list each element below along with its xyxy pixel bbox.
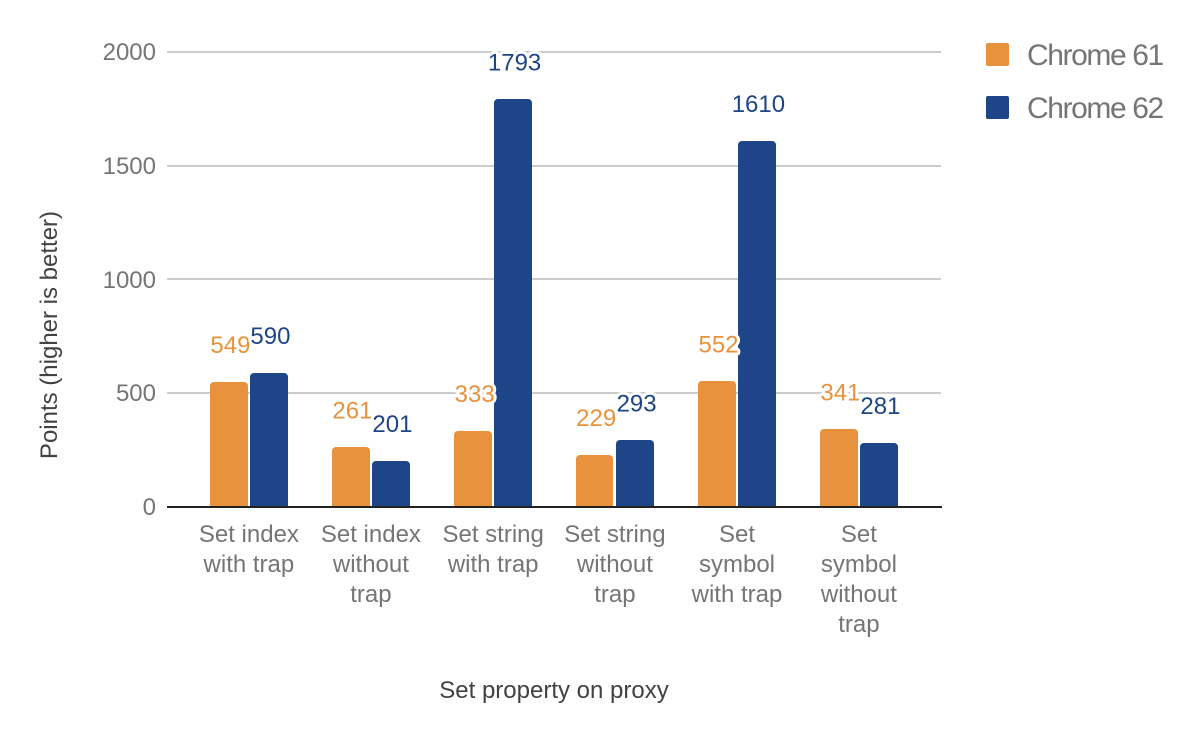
svg-text:549: 549: [210, 332, 250, 359]
svg-text:261: 261: [332, 398, 372, 425]
svg-text:341: 341: [820, 379, 860, 406]
svg-text:1610: 1610: [732, 91, 785, 118]
svg-text:590: 590: [250, 323, 290, 350]
svg-text:281: 281: [860, 393, 900, 420]
svg-text:1793: 1793: [488, 49, 541, 76]
svg-text:333: 333: [455, 381, 495, 408]
svg-text:293: 293: [617, 390, 657, 417]
svg-text:229: 229: [576, 405, 616, 432]
svg-text:552: 552: [698, 331, 738, 358]
svg-text:201: 201: [372, 411, 412, 438]
